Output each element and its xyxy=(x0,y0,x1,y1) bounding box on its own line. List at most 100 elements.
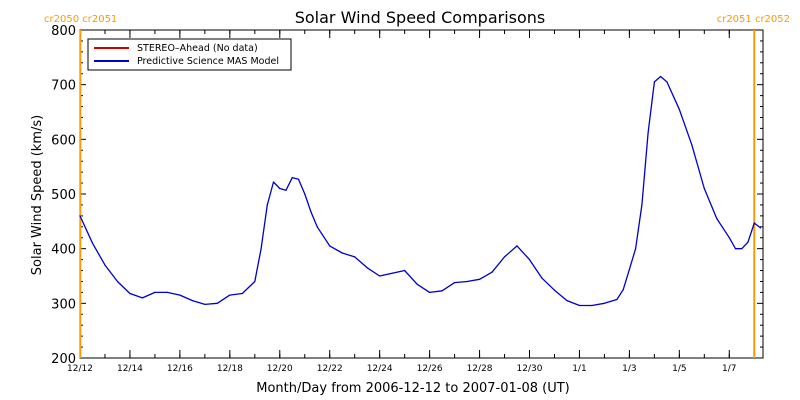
x-tick-label: 12/28 xyxy=(467,364,493,374)
data-point xyxy=(229,294,231,296)
y-tick-label: 600 xyxy=(51,133,76,148)
data-point xyxy=(260,248,262,250)
data-point xyxy=(553,289,556,291)
chart-title: Solar Wind Speed Comparisons xyxy=(295,8,546,27)
data-point xyxy=(741,248,743,250)
data-point xyxy=(429,291,431,293)
data-point xyxy=(641,204,643,206)
data-point xyxy=(129,292,131,295)
x-tick-label: 12/26 xyxy=(417,364,443,374)
legend-label-stereo-ahead: STEREO–Ahead (No data) xyxy=(137,43,258,54)
x-tick-label: 1/1 xyxy=(572,364,586,374)
data-point xyxy=(479,278,481,280)
data-point xyxy=(266,204,268,206)
data-point xyxy=(272,181,275,183)
data-point xyxy=(734,248,737,250)
data-point xyxy=(703,187,705,190)
data-point xyxy=(379,275,381,277)
x-tick-label: 12/22 xyxy=(317,364,343,374)
x-tick-label: 12/24 xyxy=(367,364,393,374)
data-point xyxy=(660,75,662,78)
data-point xyxy=(297,178,300,180)
data-point xyxy=(566,300,568,302)
x-tick-label: 12/18 xyxy=(217,364,243,374)
data-point xyxy=(404,269,406,272)
y-tick-label: 800 xyxy=(51,24,76,39)
data-point xyxy=(647,132,649,134)
x-tick-label: 12/16 xyxy=(167,364,193,374)
data-point xyxy=(603,302,606,304)
y-tick-label: 500 xyxy=(51,188,76,203)
data-point xyxy=(578,304,581,307)
data-point xyxy=(141,297,143,299)
x-tick-label: 1/7 xyxy=(722,364,736,374)
x-tick-label: 12/14 xyxy=(117,364,143,374)
x-tick-label: 1/3 xyxy=(622,364,636,374)
data-point xyxy=(191,300,193,302)
data-point xyxy=(516,245,518,247)
data-point xyxy=(354,256,356,258)
data-point xyxy=(254,280,256,283)
legend-box xyxy=(87,38,292,71)
x-tick-label: 1/5 xyxy=(672,364,686,374)
data-point xyxy=(635,248,637,250)
data-point xyxy=(678,108,680,110)
data-point xyxy=(316,226,318,228)
data-point xyxy=(179,294,181,296)
y-tick-label: 700 xyxy=(51,79,76,94)
series-line-mas-model xyxy=(79,75,761,307)
data-point xyxy=(666,81,668,83)
data-point xyxy=(622,289,624,291)
data-point xyxy=(304,193,306,195)
data-point xyxy=(759,227,762,229)
data-point xyxy=(454,282,456,284)
y-axis-label: Solar Wind Speed (km/s) xyxy=(30,115,45,275)
x-tick-label: 12/12 xyxy=(67,364,93,374)
data-point xyxy=(310,211,312,213)
data-point xyxy=(616,298,618,301)
data-point xyxy=(241,292,243,295)
data-point xyxy=(104,264,106,266)
data-point xyxy=(541,277,543,279)
data-point xyxy=(154,291,156,293)
carrington-marker-label-right: cr2051 cr2052 xyxy=(717,14,790,25)
data-point xyxy=(91,242,94,244)
data-point xyxy=(491,271,493,273)
data-point xyxy=(503,256,506,258)
data-point xyxy=(391,272,393,274)
data-point xyxy=(116,280,119,283)
data-point xyxy=(466,280,468,283)
legend-label-mas-model: Predictive Science MAS Model xyxy=(137,56,279,67)
data-point xyxy=(591,304,593,307)
carrington-marker-label-left: cr2050 cr2051 xyxy=(44,14,117,25)
plot-frame xyxy=(79,29,764,359)
y-tick-label: 200 xyxy=(51,352,76,367)
y-tick-label: 400 xyxy=(51,243,76,258)
data-point xyxy=(628,268,631,270)
x-tick-label: 12/20 xyxy=(267,364,293,374)
data-point xyxy=(204,303,206,305)
x-tick-label: 12/30 xyxy=(517,364,543,374)
data-point xyxy=(366,267,368,269)
x-axis-label: Month/Day from 2006-12-12 to 2007-01-08 … xyxy=(256,381,569,396)
data-point xyxy=(279,187,281,190)
data-point xyxy=(329,245,331,247)
data-point xyxy=(716,218,718,220)
data-point xyxy=(166,291,168,293)
data-point xyxy=(79,215,81,217)
data-point xyxy=(441,290,443,292)
data-point xyxy=(691,144,693,146)
data-point xyxy=(291,177,293,179)
data-point xyxy=(753,222,755,224)
data-point xyxy=(653,81,656,83)
legend: STEREO–Ahead (No data) Predictive Scienc… xyxy=(87,38,292,71)
data-point xyxy=(747,241,749,243)
data-point xyxy=(528,259,531,261)
data-point xyxy=(216,302,218,304)
data-point xyxy=(341,252,343,254)
data-point xyxy=(285,189,287,191)
y-tick-label: 300 xyxy=(51,297,76,312)
data-point xyxy=(416,283,418,285)
data-point xyxy=(728,237,730,239)
